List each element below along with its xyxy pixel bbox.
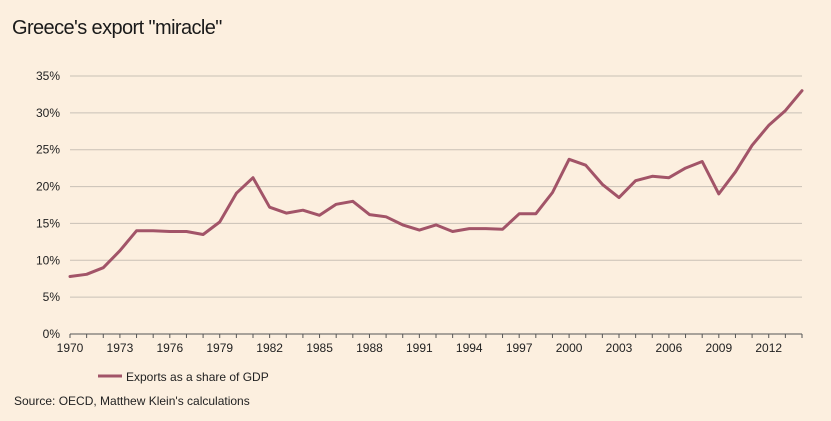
y-tick-label: 30%	[36, 106, 60, 120]
legend-label: Exports as a share of GDP	[126, 370, 269, 384]
x-tick-label: 1976	[156, 341, 183, 355]
x-tick-label: 1994	[456, 341, 483, 355]
legend: Exports as a share of GDP	[98, 370, 269, 384]
grid-lines	[70, 75, 802, 298]
y-tick-label: 10%	[36, 253, 60, 267]
y-tick-label: 25%	[36, 143, 60, 157]
x-tick-label: 2009	[705, 341, 732, 355]
x-tick-label: 1973	[107, 341, 134, 355]
x-tick-label: 1979	[206, 341, 233, 355]
y-tick-labels: 0% 5% 10% 15% 20% 25% 30% 35%	[36, 69, 60, 341]
y-tick-label: 20%	[36, 180, 60, 194]
x-tick-label: 2003	[606, 341, 633, 355]
source-note: Source: OECD, Matthew Klein's calculatio…	[14, 394, 250, 408]
x-tick-label: 1982	[256, 341, 283, 355]
x-tick-label: 2006	[656, 341, 683, 355]
y-tick-label: 5%	[43, 290, 61, 304]
x-tick-label: 1970	[57, 341, 84, 355]
x-tick-label: 1988	[356, 341, 383, 355]
series-layer	[68, 89, 804, 278]
y-tick-label: 0%	[43, 327, 61, 341]
x-tick-label: 1991	[406, 341, 433, 355]
x-axis: 1970 1973 1976 1979 1982 1985 1988 1991 1994 1997…	[57, 333, 803, 355]
x-tick-label: 2012	[755, 341, 782, 355]
y-tick-label: 15%	[36, 216, 60, 230]
x-tick-label: 1985	[306, 341, 333, 355]
x-tick-label: 1997	[506, 341, 533, 355]
y-tick-label: 35%	[36, 69, 60, 83]
chart-title: Greece's export "miracle"	[12, 17, 222, 39]
x-tick-label: 2000	[556, 341, 583, 355]
series-line	[68, 89, 804, 278]
